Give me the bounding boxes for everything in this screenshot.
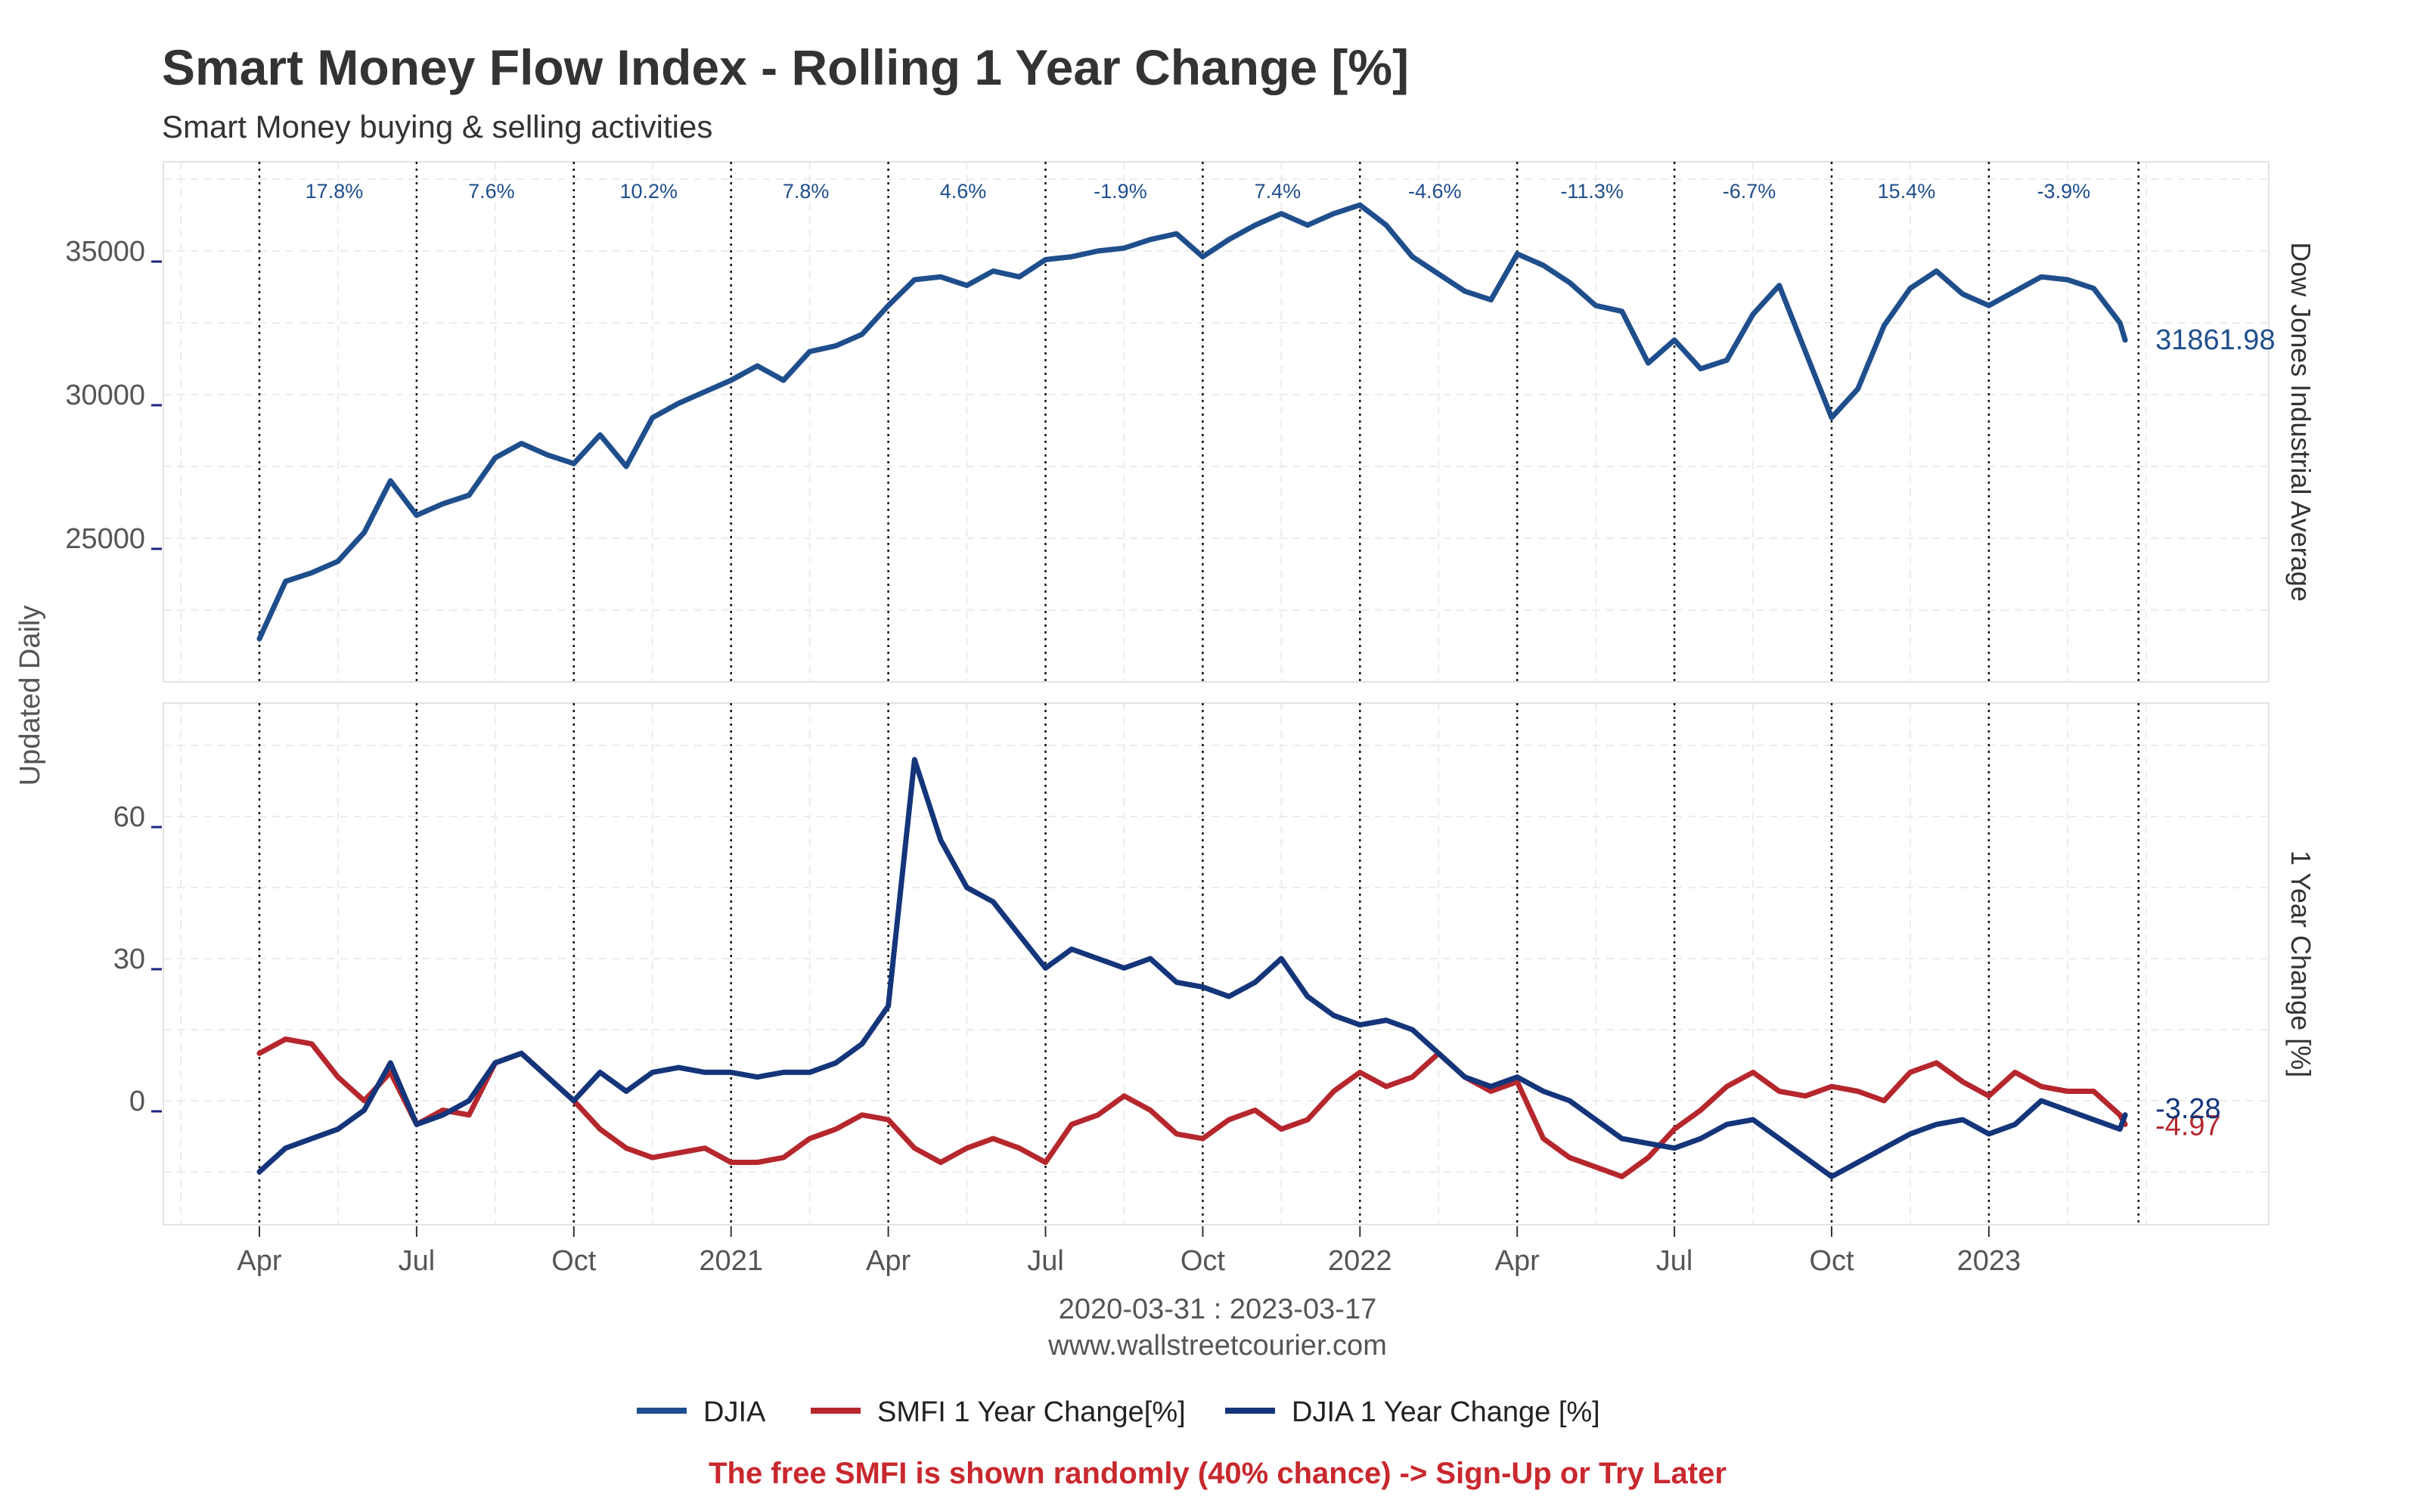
y-tick-label: 60: [113, 801, 145, 833]
x-tick-label: Oct: [551, 1245, 597, 1277]
y-tick-label: 25000: [65, 523, 145, 555]
price-panel-strip-label: Dow Jones Industrial Average: [2285, 242, 2316, 602]
x-tick-label: Oct: [1181, 1245, 1226, 1277]
source-caption: www.wallstreetcourier.com: [1047, 1330, 1387, 1362]
series-end-label: -4.97: [2155, 1110, 2221, 1142]
chart-title: Smart Money Flow Index - Rolling 1 Year …: [162, 39, 1409, 95]
panel-frame: [163, 161, 2270, 683]
x-tick-label: Oct: [1809, 1245, 1854, 1277]
x-tick-label: Jul: [1027, 1245, 1064, 1277]
x-tick-label: Apr: [866, 1245, 911, 1277]
period-change-label: 10.2%: [619, 180, 678, 203]
period-change-label: 7.8%: [783, 180, 830, 203]
x-tick-label: Jul: [399, 1245, 436, 1277]
signup-footnote: The free SMFI is shown randomly (40% cha…: [709, 1457, 1727, 1490]
y-tick-label: 30: [113, 943, 145, 975]
period-change-label: 7.4%: [1255, 180, 1302, 203]
x-tick-label: 2022: [1328, 1245, 1392, 1277]
period-change-label: -3.9%: [2037, 180, 2091, 203]
period-change-label: 4.6%: [940, 180, 987, 203]
panel-frame: [163, 702, 2270, 1225]
period-change-label: -6.7%: [1723, 180, 1776, 203]
y-tick-label: 30000: [65, 380, 145, 411]
x-tick-label: 2021: [699, 1245, 763, 1277]
period-change-label: 7.6%: [468, 180, 515, 203]
change-panel: 60 30 0 -4.97-3.28: [113, 702, 2270, 1225]
period-change-label: -4.6%: [1408, 180, 1462, 203]
y-tick-label: 0: [129, 1086, 145, 1117]
period-change-label: 17.8%: [306, 180, 364, 203]
y-axis-label: Updated Daily: [14, 606, 46, 786]
y-tick-label: 35000: [65, 236, 145, 268]
x-tick-label: Apr: [1495, 1245, 1540, 1277]
price-panel: 35000 30000 25000 31861.98 17.8% 7.6% 10.2% 7.8…: [65, 161, 2276, 683]
x-tick-label: Jul: [1656, 1245, 1693, 1277]
legend-label: SMFI 1 Year Change[%]: [877, 1396, 1186, 1428]
x-tick-label: 2023: [1957, 1245, 2021, 1277]
period-change-label: -11.3%: [1560, 180, 1624, 203]
date-range-caption: 2020-03-31 : 2023-03-17: [1059, 1294, 1376, 1325]
series-end-label: 31861.98: [2155, 324, 2276, 356]
change-panel-strip-label: 1 Year Change [%]: [2285, 850, 2316, 1077]
legend-label: DJIA 1 Year Change [%]: [1292, 1396, 1600, 1428]
period-change-label: -1.9%: [1094, 180, 1147, 203]
period-change-label: 15.4%: [1878, 180, 1936, 203]
x-tick-label: Apr: [237, 1245, 281, 1277]
legend-label: DJIA: [703, 1396, 766, 1428]
legend: DJIA SMFI 1 Year Change[%] DJIA 1 Year Cha…: [637, 1396, 1600, 1428]
series-line-djia: [256, 202, 2128, 642]
x-axis: Apr Jul Oct 2021 Apr Jul Oct 2022 Apr Jul Oct 2023: [237, 1226, 2021, 1277]
series-line-djia-1-year-change-: [256, 757, 2128, 1179]
chart-subtitle: Smart Money buying & selling activities: [162, 109, 712, 144]
series-end-label: -3.28: [2155, 1093, 2221, 1125]
